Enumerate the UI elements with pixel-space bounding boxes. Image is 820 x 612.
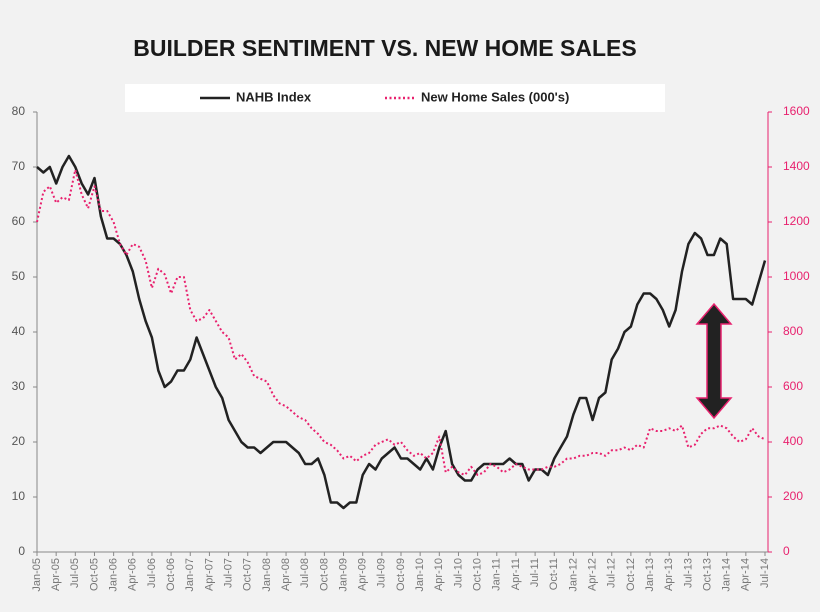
x-tick-label: Oct-12 <box>625 558 637 591</box>
y-tick-label: 0 <box>18 544 25 558</box>
x-tick-label: Oct-06 <box>165 558 177 591</box>
x-tick-label: Jan-14 <box>721 558 733 592</box>
x-tick-label: Jul-09 <box>376 558 388 588</box>
x-tick-label: Apr-08 <box>280 558 292 591</box>
x-tick-label: Apr-06 <box>127 558 139 591</box>
x-tick-label: Oct-11 <box>548 558 560 590</box>
x-tick-label: Jan-07 <box>184 558 196 592</box>
x-tick-label: Apr-14 <box>740 558 752 591</box>
y-tick-label: 80 <box>12 104 26 118</box>
x-tick-label: Oct-05 <box>88 558 100 591</box>
x-tick-label: Apr-11 <box>510 558 522 590</box>
series-line <box>36 168 766 476</box>
y-tick-label: 20 <box>12 434 26 448</box>
chart-title: BUILDER SENTIMENT VS. NEW HOME SALES <box>133 35 636 61</box>
y2-tick-label: 400 <box>783 434 803 448</box>
x-tick-label: Jan-13 <box>644 558 656 592</box>
x-tick-label: Jan-11 <box>491 558 503 591</box>
x-tick-label: Jul-06 <box>146 558 158 588</box>
x-tick-label: Jul-10 <box>452 558 464 588</box>
x-tick-label: Apr-10 <box>433 558 445 591</box>
x-tick-label: Jul-08 <box>299 558 311 588</box>
x-tick-label: Jul-11 <box>529 558 541 587</box>
x-tick-label: Oct-13 <box>701 558 713 591</box>
x-tick-label: Oct-08 <box>318 558 330 591</box>
y-tick-label: 40 <box>12 324 26 338</box>
y2-tick-label: 0 <box>783 544 790 558</box>
x-tick-label: Jul-13 <box>682 558 694 588</box>
legend-label: NAHB Index <box>236 89 312 104</box>
legend-label: New Home Sales (000's) <box>421 89 569 104</box>
y-tick-label: 10 <box>12 489 26 503</box>
x-tick-label: Jan-08 <box>261 558 273 592</box>
x-tick-label: Oct-09 <box>395 558 407 591</box>
x-tick-label: Jul-05 <box>69 558 81 588</box>
x-tick-label: Jul-07 <box>222 558 234 588</box>
y-tick-label: 70 <box>12 159 26 173</box>
y2-tick-label: 1600 <box>783 104 810 118</box>
y2-tick-label: 1000 <box>783 269 810 283</box>
x-tick-label: Oct-07 <box>242 558 254 591</box>
x-tick-label: Jan-10 <box>414 558 426 592</box>
y2-tick-label: 200 <box>783 489 803 503</box>
y2-tick-label: 800 <box>783 324 803 338</box>
y-tick-label: 50 <box>12 269 26 283</box>
y-tick-label: 30 <box>12 379 26 393</box>
x-tick-label: Apr-05 <box>50 558 62 591</box>
x-tick-label: Jul-14 <box>759 558 771 588</box>
y2-tick-label: 1400 <box>783 159 810 173</box>
x-tick-label: Jan-05 <box>31 558 43 592</box>
x-tick-label: Jan-09 <box>337 558 349 592</box>
x-tick-label: Jan-06 <box>108 558 120 592</box>
y2-tick-label: 1200 <box>783 214 810 228</box>
x-tick-label: Oct-10 <box>472 558 484 591</box>
series-line <box>36 154 767 510</box>
y-tick-label: 60 <box>12 214 26 228</box>
y2-tick-label: 600 <box>783 379 803 393</box>
x-tick-label: Apr-09 <box>357 558 369 591</box>
x-tick-label: Apr-13 <box>663 558 675 591</box>
x-tick-label: Jan-12 <box>567 558 579 592</box>
x-tick-label: Apr-07 <box>203 558 215 591</box>
x-tick-label: Apr-12 <box>586 558 598 591</box>
arrow <box>695 302 733 420</box>
x-tick-label: Jul-12 <box>606 558 618 588</box>
